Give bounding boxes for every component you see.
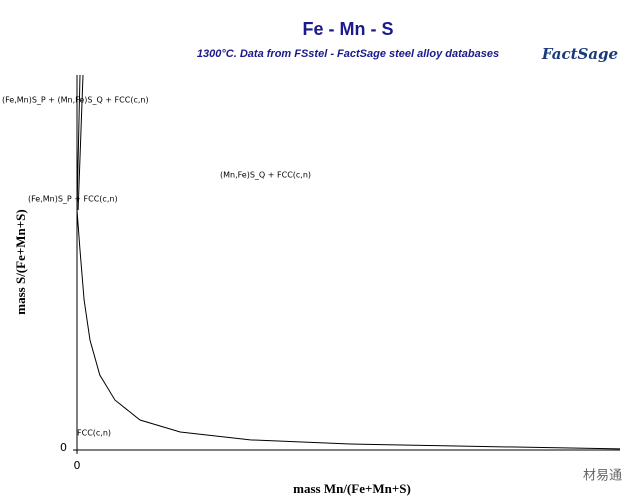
phase-boundary bbox=[77, 74, 84, 211]
phase-boundary bbox=[76, 209, 621, 450]
chart-subtitle: 1300°C. Data from FSstel - FactSage stee… bbox=[197, 48, 499, 60]
chart-title: Fe - Mn - S bbox=[303, 19, 394, 39]
region-label: FCC(c,n) bbox=[77, 429, 111, 438]
y-axis-label: mass S/(Fe+Mn+S) bbox=[13, 209, 28, 314]
region-label: (Fe,Mn)S_P + (Mn,Fe)S_Q + FCC(c,n) bbox=[2, 96, 149, 105]
phase-boundary bbox=[76, 74, 81, 211]
y-tick-label: 0 bbox=[60, 441, 67, 454]
region-label: (Mn,Fe)S_Q + FCC(c,n) bbox=[220, 171, 311, 180]
x-axis-label: mass Mn/(Fe+Mn+S) bbox=[293, 481, 411, 496]
logo: FactSage bbox=[541, 45, 618, 63]
region-label: (Fe,Mn)S_P + FCC(c,n) bbox=[28, 195, 118, 204]
watermark: 材易通 bbox=[583, 467, 622, 482]
x-tick-label: 0 bbox=[74, 459, 81, 472]
